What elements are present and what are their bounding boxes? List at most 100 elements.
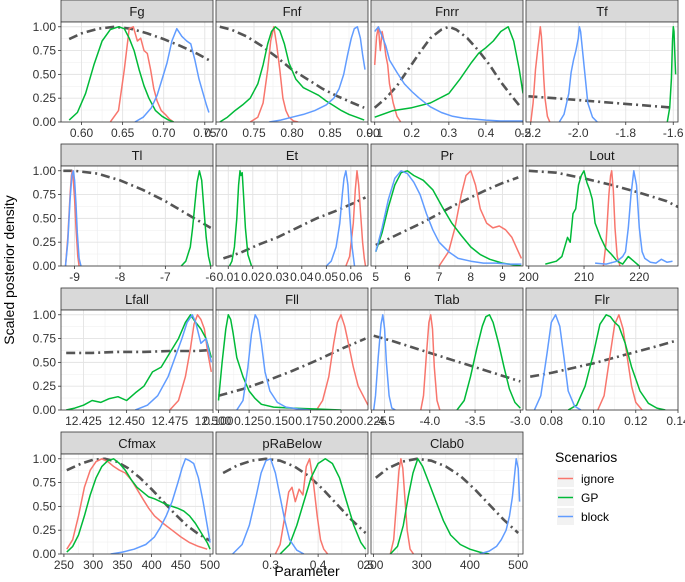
x-tick-label: 0.70 bbox=[152, 126, 176, 140]
x-tick-label: -8 bbox=[115, 270, 126, 284]
x-tick-label: -6 bbox=[205, 270, 216, 284]
series-layer bbox=[372, 314, 521, 410]
facet-title: Pr bbox=[441, 148, 455, 163]
panel-border bbox=[370, 165, 524, 267]
x-tick-label: 12.450 bbox=[108, 414, 145, 428]
x-tick-label: 0.05 bbox=[315, 270, 339, 284]
x-tick-label: 300 bbox=[412, 558, 432, 572]
x-tick-label: 0.65 bbox=[111, 126, 135, 140]
x-tick-label: -2.0 bbox=[568, 126, 589, 140]
y-tick-label: 0.00 bbox=[33, 403, 57, 417]
series-layer bbox=[529, 314, 675, 410]
plot-area bbox=[371, 310, 523, 410]
x-tick-label: 0.70 bbox=[204, 126, 228, 140]
x-tick-label: 250 bbox=[54, 558, 74, 572]
x-tick-label: -3.0 bbox=[510, 414, 531, 428]
facet-title: Et bbox=[286, 148, 299, 163]
x-tick-label: 8 bbox=[467, 270, 474, 284]
x-tick-label: 300 bbox=[83, 558, 103, 572]
x-tick-label: 0.5 bbox=[515, 126, 532, 140]
series-line-ignore bbox=[274, 458, 329, 554]
x-tick-label: 0.100 bbox=[203, 414, 233, 428]
prior-line bbox=[529, 340, 675, 378]
plot-area bbox=[216, 310, 368, 410]
panel-border bbox=[60, 165, 214, 267]
legend: Scenarios ignore GP block bbox=[555, 449, 617, 525]
series-line-gp bbox=[456, 314, 521, 410]
y-tick-label: 0.75 bbox=[33, 44, 57, 58]
panel-border bbox=[215, 165, 369, 267]
facet-title: Tf bbox=[596, 4, 608, 19]
x-tick-label: -3.5 bbox=[465, 414, 486, 428]
series-line-ignore bbox=[438, 170, 523, 266]
facet-tlab: Tlab -4.5 -4.0 -3.5 -3.0 bbox=[370, 287, 531, 428]
series-line-block bbox=[232, 458, 305, 554]
legend-label-ignore: ignore bbox=[581, 472, 615, 486]
series-layer bbox=[528, 26, 677, 122]
plot-area bbox=[526, 166, 678, 266]
y-tick-label: 0.00 bbox=[33, 115, 57, 129]
y-tick-label: 0.25 bbox=[33, 235, 57, 249]
y-axis-title: Scaled posterior density bbox=[1, 195, 17, 344]
facet-pr: Pr 5 6 7 8 9 bbox=[370, 143, 524, 284]
y-tick-label: 0.75 bbox=[33, 188, 57, 202]
series-line-ignore bbox=[602, 170, 621, 266]
x-tick-label: 0.02 bbox=[241, 270, 265, 284]
y-tick-label: 1.00 bbox=[33, 452, 57, 466]
series-layer bbox=[68, 25, 210, 122]
series-line-gp bbox=[374, 26, 523, 118]
series-line-block bbox=[558, 26, 598, 122]
series-line-gp bbox=[219, 26, 365, 122]
facet-title: Fnrr bbox=[435, 4, 460, 19]
x-tick-label: 12.425 bbox=[65, 414, 102, 428]
x-tick-label: 0.2 bbox=[403, 126, 420, 140]
panel-border bbox=[525, 21, 679, 123]
series-line-block bbox=[236, 314, 311, 410]
facet-fnf: Fnf 0.70 0.75 0.80 0.85 0.90 bbox=[204, 0, 380, 140]
x-tick-label: -9 bbox=[69, 270, 80, 284]
y-tick-label: 0.50 bbox=[33, 499, 57, 513]
series-line-block bbox=[110, 458, 211, 554]
x-tick-label: 210 bbox=[574, 270, 594, 284]
facet-title: Tlab bbox=[434, 292, 459, 307]
legend-item-block: block bbox=[557, 508, 610, 525]
x-tick-label: 0.90 bbox=[356, 126, 380, 140]
series-line-ignore bbox=[597, 314, 643, 410]
x-tick-label: -1.8 bbox=[615, 126, 636, 140]
series-line-block bbox=[325, 170, 356, 266]
y-tick-label: 1.00 bbox=[33, 308, 57, 322]
x-tick-label: 0.10 bbox=[582, 414, 606, 428]
x-tick-label: 0.75 bbox=[242, 126, 266, 140]
x-tick-label: 0.80 bbox=[280, 126, 304, 140]
x-tick-label: 0.12 bbox=[624, 414, 648, 428]
prior-line bbox=[66, 348, 212, 355]
panel-border bbox=[525, 165, 679, 267]
panel-border bbox=[60, 453, 214, 555]
series-line-block bbox=[479, 458, 521, 554]
series-line-gp bbox=[180, 170, 212, 266]
series-layer bbox=[66, 457, 211, 554]
x-tick-label: 0.4 bbox=[478, 126, 495, 140]
facet-title: Fnf bbox=[283, 4, 302, 19]
panel-border bbox=[525, 309, 679, 411]
panel-border bbox=[60, 21, 214, 123]
x-tick-label: 200 bbox=[363, 558, 383, 572]
series-layer bbox=[222, 170, 367, 266]
series-line-gp bbox=[545, 170, 640, 266]
prior-line bbox=[528, 95, 674, 109]
facet-fll: Fll 0.100 0.125 0.150 0.175 0.200 0.225 bbox=[203, 287, 387, 428]
x-tick-label: 0.60 bbox=[70, 126, 94, 140]
x-tick-label: 0.125 bbox=[234, 414, 264, 428]
series-line-gp bbox=[666, 26, 677, 122]
x-tick-label: 400 bbox=[460, 558, 480, 572]
y-tick-label: 1.00 bbox=[33, 164, 57, 178]
series-line-block bbox=[135, 314, 213, 410]
x-tick-label: 12.475 bbox=[151, 414, 188, 428]
series-layer bbox=[63, 169, 212, 266]
x-tick-label: 0.3 bbox=[441, 126, 458, 140]
facet-clab0: Clab0 200 300 400 500 bbox=[363, 431, 529, 572]
x-tick-label: 0.5 bbox=[357, 558, 374, 572]
x-tick-label: 0.85 bbox=[318, 126, 342, 140]
series-line-gp bbox=[68, 26, 174, 122]
facet-et: Et 0.01 0.02 0.03 0.04 0.05 0.06 bbox=[215, 143, 369, 284]
